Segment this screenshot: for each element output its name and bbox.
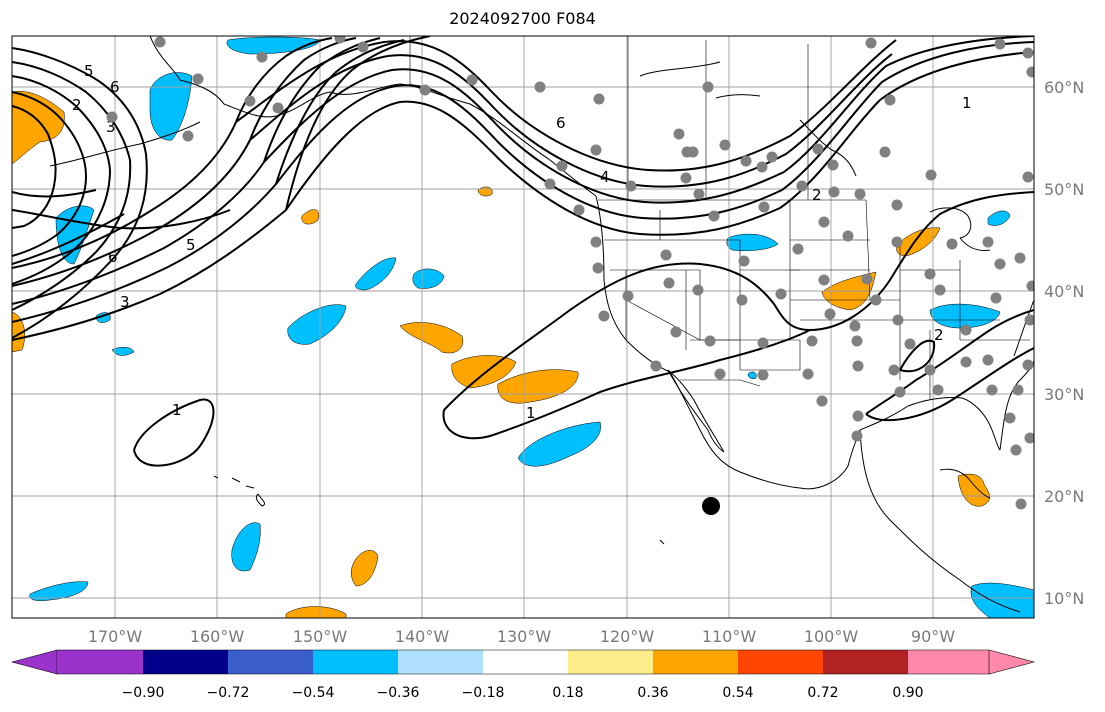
colorbar-tick-label: −0.18 — [462, 685, 505, 701]
longitude-labels: 170°W 160°W 150°W 140°W 130°W 120°W 110°… — [88, 627, 955, 646]
colorbar-segment — [143, 650, 229, 674]
contour-label: 1 — [526, 404, 536, 422]
lon-label: 130°W — [497, 627, 552, 646]
lon-label: 120°W — [600, 627, 655, 646]
contour-label: 1 — [172, 401, 182, 419]
lat-label: 50°N — [1044, 180, 1084, 199]
colorbar-labels: −0.90 −0.72 −0.54 −0.36 −0.18 0.18 0.36 … — [122, 685, 924, 701]
contour-label: 5 — [84, 62, 94, 80]
lon-label: 140°W — [395, 627, 450, 646]
contour-label: 6 — [110, 78, 120, 96]
colorbar-segment — [10, 649, 58, 675]
lon-label: 90°W — [911, 627, 955, 646]
colorbar-segment — [988, 649, 1036, 675]
contour-label: 6 — [108, 248, 118, 266]
colorbar-tick-label: 0.54 — [722, 685, 753, 701]
colorbar-segment — [57, 650, 144, 674]
colorbar-segment — [908, 650, 990, 674]
lon-label: 170°W — [88, 627, 143, 646]
contour-label: 4 — [600, 168, 610, 186]
lat-label: 40°N — [1044, 282, 1084, 301]
lat-label: 10°N — [1044, 589, 1084, 608]
colorbar — [10, 649, 1036, 675]
colorbar-tick-label: −0.54 — [292, 685, 335, 701]
contour-lines — [12, 36, 1034, 467]
colorbar-segment — [653, 650, 739, 674]
colorbar-tick-label: 0.18 — [552, 685, 583, 701]
negative-anomaly-areas — [29, 36, 1034, 618]
station-markers — [106, 36, 1034, 510]
colorbar-segment — [738, 650, 824, 674]
political-boundaries — [409, 36, 1030, 400]
lat-label: 60°N — [1044, 78, 1084, 97]
contour-label: 2 — [934, 326, 944, 344]
lon-label: 160°W — [190, 627, 245, 646]
map-title: 2024092700 F084 — [449, 9, 596, 28]
contour-label: 1 — [962, 94, 972, 112]
colorbar-tick-label: −0.90 — [122, 685, 165, 701]
lat-label: 20°N — [1044, 487, 1084, 506]
contour-label: 2 — [72, 96, 82, 114]
contour-label: 3 — [120, 293, 130, 311]
colorbar-segment — [313, 650, 399, 674]
colorbar-segment — [398, 650, 484, 674]
colorbar-segment — [823, 650, 909, 674]
lon-label: 150°W — [293, 627, 348, 646]
colorbar-tick-label: 0.90 — [892, 685, 923, 701]
map-area[interactable]: 1 1 1 2 2 2 3 3 4 5 5 6 6 6 — [12, 33, 1038, 619]
contour-label: 2 — [812, 186, 822, 204]
highlight-marker — [702, 497, 720, 515]
lon-label: 110°W — [702, 627, 757, 646]
lon-label: 100°W — [804, 627, 859, 646]
contour-label: 6 — [556, 114, 566, 132]
colorbar-tick-label: −0.72 — [207, 685, 250, 701]
contour-label: 3 — [106, 118, 116, 136]
colorbar-tick-label: 0.72 — [807, 685, 838, 701]
colorbar-segment — [568, 650, 654, 674]
map-frame — [11, 35, 1035, 619]
contour-label: 5 — [186, 236, 196, 254]
colorbar-segment — [483, 650, 569, 674]
colorbar-tick-label: 0.36 — [637, 685, 668, 701]
colorbar-tick-label: −0.36 — [377, 685, 420, 701]
contour-label-group: 1 1 1 2 2 2 3 3 4 5 5 6 6 6 — [72, 62, 972, 422]
latitude-labels: 60°N 50°N 40°N 30°N 20°N 10°N — [1044, 78, 1084, 608]
lat-label: 30°N — [1044, 385, 1084, 404]
colorbar-segment — [228, 650, 314, 674]
